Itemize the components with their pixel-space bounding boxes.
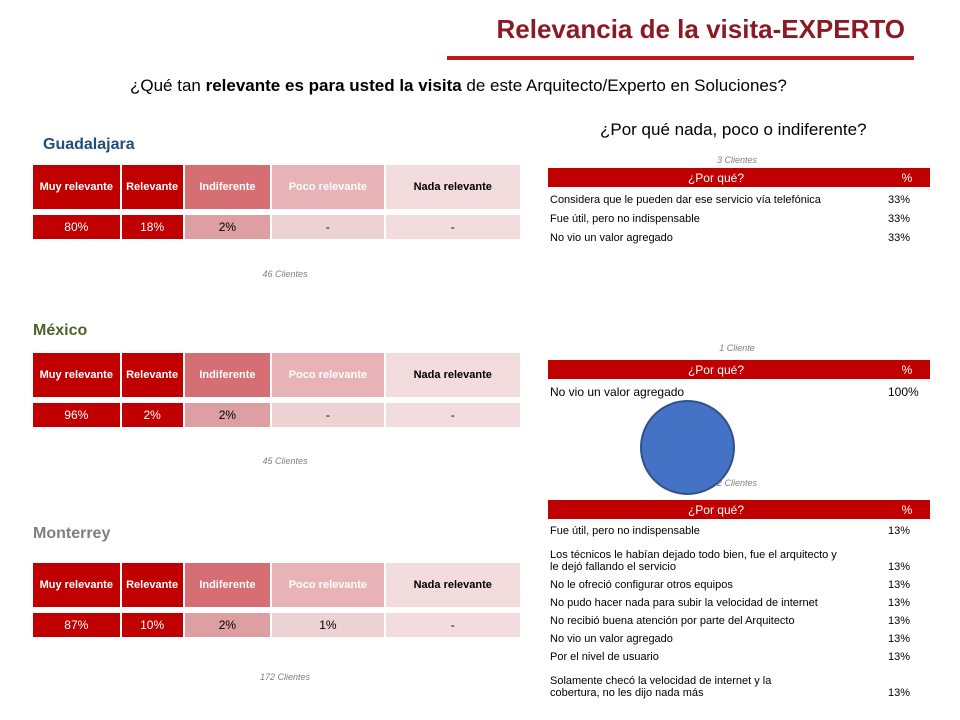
question-prefix: ¿Qué tan: [130, 76, 206, 95]
city-label-guadalajara: Guadalajara: [43, 136, 135, 153]
why-header-reason: ¿Por qué?: [548, 168, 882, 187]
value-nada-relevante: -: [383, 613, 520, 637]
relevance-table-guadalajara: Muy relevante Relevante Indiferente Poco…: [33, 165, 520, 239]
header-relevante: Relevante: [119, 563, 184, 607]
why-table-monterrey: ¿Por qué? % Fue útil, pero no indispensa…: [548, 500, 930, 699]
why-header-percent: %: [882, 360, 930, 379]
header-relevante: Relevante: [119, 165, 184, 209]
why-percent: 13%: [888, 651, 911, 663]
why-reason: Fue útil, pero no indispensable: [550, 213, 700, 225]
clients-count-monterrey: 172 Clientes: [259, 672, 311, 682]
value-relevante: 10%: [119, 613, 184, 637]
header-nada-relevante: Nada relevante: [383, 353, 520, 397]
header-relevante: Relevante: [119, 353, 184, 397]
header-indiferente: Indiferente: [182, 353, 272, 397]
header-muy-relevante: Muy relevante: [33, 563, 121, 607]
value-poco-relevante: -: [270, 215, 385, 239]
header-nada-relevante: Nada relevante: [383, 165, 520, 209]
value-indiferente: 2%: [182, 613, 272, 637]
why-percent: 33%: [888, 232, 911, 244]
why-percent: 13%: [888, 687, 911, 699]
why-header-percent: %: [882, 500, 930, 519]
question-emphasis: relevante es para usted la visita: [205, 76, 462, 95]
why-table-guadalajara: ¿Por qué? % Considera que le pueden dar …: [548, 168, 930, 244]
why-percent: 13%: [888, 597, 911, 609]
city-label-mexico: México: [33, 322, 88, 339]
why-percent: 13%: [888, 633, 911, 645]
header-muy-relevante: Muy relevante: [33, 165, 121, 209]
why-percent: 13%: [888, 579, 911, 591]
survey-question: ¿Qué tan relevante es para usted la visi…: [0, 76, 960, 96]
value-muy-relevante: 80%: [33, 215, 121, 239]
why-percent: 13%: [888, 561, 911, 573]
value-muy-relevante: 96%: [33, 403, 121, 427]
page-title: Relevancia de la visita-EXPERTO: [496, 14, 905, 44]
value-relevante: 2%: [119, 403, 184, 427]
header-muy-relevante: Muy relevante: [33, 353, 121, 397]
why-reason: Considera que le pueden dar ese servicio…: [550, 194, 821, 206]
value-nada-relevante: -: [383, 215, 520, 239]
why-reason: Por el nivel de usuario: [550, 651, 659, 663]
why-percent: 100%: [888, 385, 919, 399]
why-reason: Solamente checó la velocidad de internet…: [550, 675, 772, 699]
why-percent: 33%: [888, 194, 911, 206]
question-suffix: de este Arquitecto/Experto en Soluciones…: [461, 76, 787, 95]
city-label-monterrey: Monterrey: [33, 525, 111, 542]
header-indiferente: Indiferente: [182, 563, 272, 607]
value-indiferente: 2%: [182, 215, 272, 239]
value-relevante: 18%: [119, 215, 184, 239]
why-reason: No vio un valor agregado: [550, 385, 685, 399]
why-header-reason: ¿Por qué?: [548, 500, 882, 519]
why-percent: 13%: [888, 525, 911, 537]
why-clients-count-mexico: 1 Cliente: [719, 343, 755, 353]
value-poco-relevante: -: [270, 403, 385, 427]
relevance-table-mexico: Muy relevante Relevante Indiferente Poco…: [33, 353, 520, 427]
why-question: ¿Por qué nada, poco o indiferente?: [600, 120, 867, 139]
why-reason: No vio un valor agregado: [550, 232, 673, 244]
why-reason: Fue útil, pero no indispensable: [550, 525, 700, 537]
title-underline: [447, 56, 914, 60]
why-percent: 33%: [888, 213, 911, 225]
header-indiferente: Indiferente: [182, 165, 272, 209]
clients-count-mexico: 45 Clientes: [262, 456, 308, 466]
why-header-percent: %: [882, 168, 930, 187]
header-poco-relevante: Poco relevante: [270, 563, 385, 607]
value-poco-relevante: 1%: [270, 613, 385, 637]
value-indiferente: 2%: [182, 403, 272, 427]
header-poco-relevante: Poco relevante: [270, 165, 385, 209]
header-nada-relevante: Nada relevante: [383, 563, 520, 607]
value-nada-relevante: -: [383, 403, 520, 427]
value-muy-relevante: 87%: [33, 613, 121, 637]
blue-circle-shape: [640, 400, 735, 495]
why-percent: 13%: [888, 615, 911, 627]
why-reason: No le ofreció configurar otros equipos: [550, 579, 733, 591]
why-reason: No pudo hacer nada para subir la velocid…: [550, 597, 818, 609]
why-reason: No recibió buena atención por parte del …: [550, 615, 795, 627]
why-clients-count-monterrey: 2 Clientes: [716, 478, 758, 488]
why-reason: Los técnicos le habían dejado todo bien,…: [550, 549, 837, 573]
relevance-table-monterrey: Muy relevante Relevante Indiferente Poco…: [33, 563, 520, 637]
why-clients-count-guadalajara: 3 Clientes: [716, 155, 758, 165]
header-poco-relevante: Poco relevante: [270, 353, 385, 397]
why-table-mexico: ¿Por qué? % No vio un valor agregado 100%: [548, 360, 930, 399]
why-reason: No vio un valor agregado: [550, 633, 673, 645]
why-header-reason: ¿Por qué?: [548, 360, 882, 379]
clients-count-guadalajara: 46 Clientes: [262, 269, 308, 279]
